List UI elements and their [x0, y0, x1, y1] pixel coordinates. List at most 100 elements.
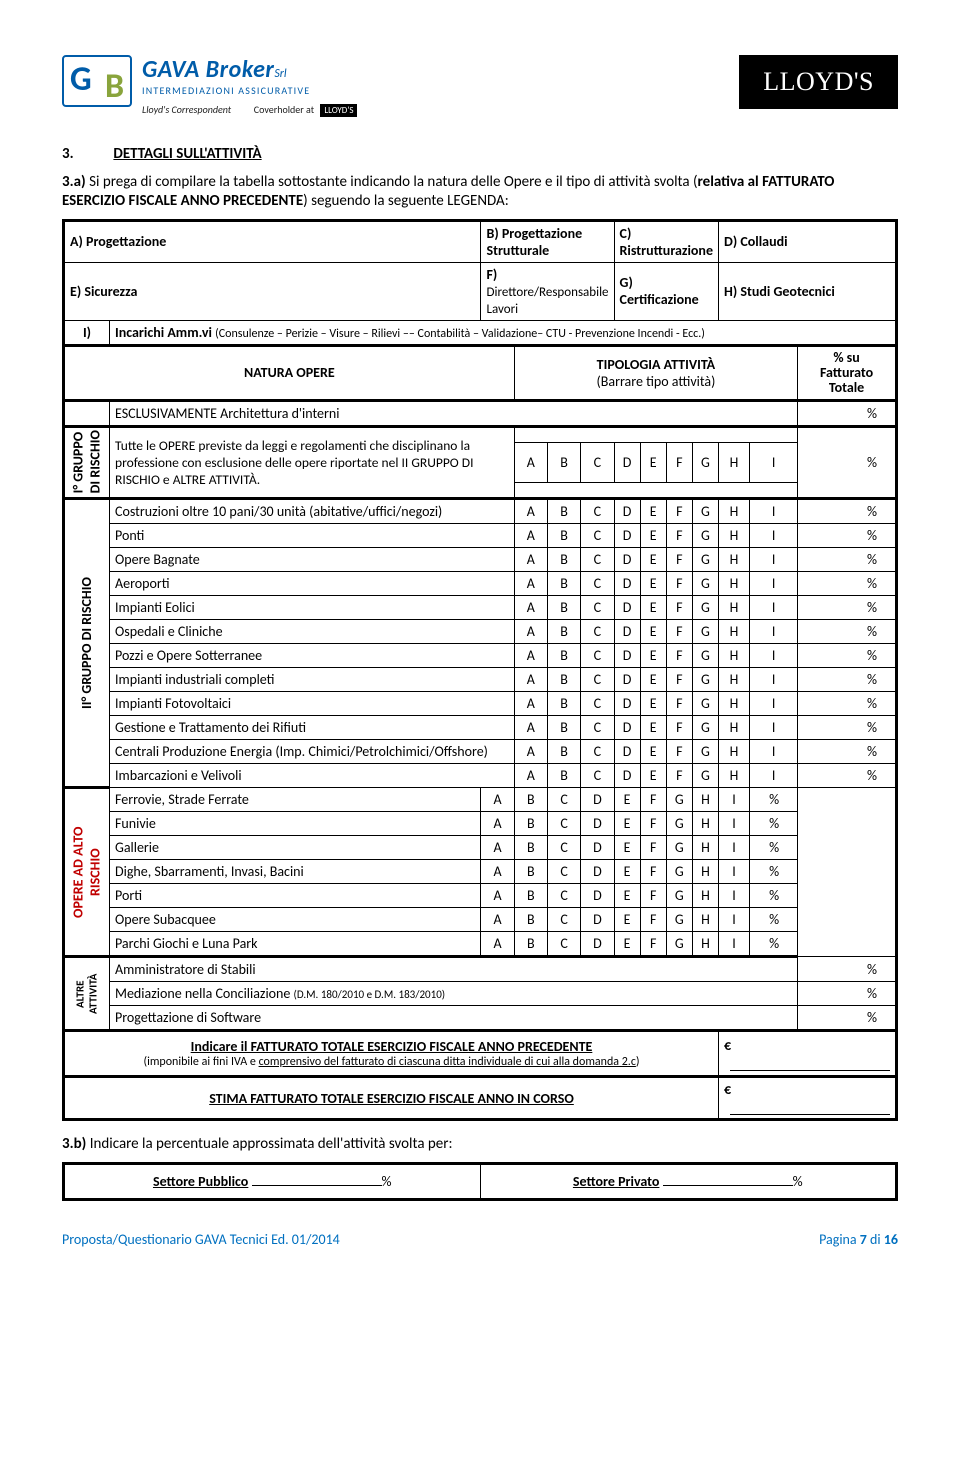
alto-2-act-F[interactable]: F: [640, 836, 666, 860]
g1-act-G[interactable]: G: [692, 442, 718, 482]
settore-pubblico[interactable]: Settore Pubblico %: [64, 1163, 481, 1199]
g2-5-act-B[interactable]: B: [547, 620, 580, 644]
pct-alto-0[interactable]: %: [750, 788, 798, 812]
alto-0-act-D[interactable]: D: [581, 788, 614, 812]
g2-6-act-B[interactable]: B: [547, 644, 580, 668]
g2-6-act-I[interactable]: I: [750, 644, 798, 668]
alto-5-act-D[interactable]: D: [581, 908, 614, 932]
alto-5-act-H[interactable]: H: [692, 908, 718, 932]
g2-0-act-D[interactable]: D: [614, 499, 640, 524]
g2-2-act-H[interactable]: H: [719, 548, 750, 572]
alto-0-act-E[interactable]: E: [614, 788, 640, 812]
g2-10-act-I[interactable]: I: [750, 740, 798, 764]
alto-3-act-B[interactable]: B: [514, 860, 547, 884]
g2-4-act-F[interactable]: F: [666, 596, 692, 620]
g2-6-act-A[interactable]: A: [514, 644, 547, 668]
g2-7-act-D[interactable]: D: [614, 668, 640, 692]
g2-5-act-D[interactable]: D: [614, 620, 640, 644]
alto-6-act-H[interactable]: H: [692, 932, 718, 957]
g2-11-act-C[interactable]: C: [581, 764, 614, 788]
g2-10-act-A[interactable]: A: [514, 740, 547, 764]
g1-act-H[interactable]: H: [719, 442, 750, 482]
alto-4-act-C[interactable]: C: [547, 884, 580, 908]
g2-1-act-E[interactable]: E: [640, 524, 666, 548]
pct-g2-3[interactable]: %: [798, 572, 897, 596]
alto-0-act-H[interactable]: H: [692, 788, 718, 812]
g2-5-act-G[interactable]: G: [692, 620, 718, 644]
alto-5-act-E[interactable]: E: [614, 908, 640, 932]
g2-11-act-H[interactable]: H: [719, 764, 750, 788]
g2-3-act-C[interactable]: C: [581, 572, 614, 596]
alto-6-act-C[interactable]: C: [547, 932, 580, 957]
alto-3-act-A[interactable]: A: [481, 860, 514, 884]
g2-11-act-B[interactable]: B: [547, 764, 580, 788]
g2-4-act-C[interactable]: C: [581, 596, 614, 620]
g2-9-act-B[interactable]: B: [547, 716, 580, 740]
g2-11-act-E[interactable]: E: [640, 764, 666, 788]
g2-4-act-B[interactable]: B: [547, 596, 580, 620]
pct-g2-9[interactable]: %: [798, 716, 897, 740]
alto-1-act-D[interactable]: D: [581, 812, 614, 836]
g2-5-act-E[interactable]: E: [640, 620, 666, 644]
alto-1-act-I[interactable]: I: [719, 812, 750, 836]
alto-1-act-E[interactable]: E: [614, 812, 640, 836]
g2-2-act-F[interactable]: F: [666, 548, 692, 572]
alto-2-act-E[interactable]: E: [614, 836, 640, 860]
g2-4-act-H[interactable]: H: [719, 596, 750, 620]
alto-0-act-G[interactable]: G: [666, 788, 692, 812]
alto-2-act-D[interactable]: D: [581, 836, 614, 860]
g2-9-act-A[interactable]: A: [514, 716, 547, 740]
alto-5-act-F[interactable]: F: [640, 908, 666, 932]
pct-altre-0[interactable]: %: [798, 957, 897, 982]
alto-3-act-C[interactable]: C: [547, 860, 580, 884]
g2-0-act-C[interactable]: C: [581, 499, 614, 524]
g2-5-act-I[interactable]: I: [750, 620, 798, 644]
g2-2-act-E[interactable]: E: [640, 548, 666, 572]
alto-4-act-A[interactable]: A: [481, 884, 514, 908]
g2-2-act-C[interactable]: C: [581, 548, 614, 572]
g2-3-act-H[interactable]: H: [719, 572, 750, 596]
pct-alto-4[interactable]: %: [750, 884, 798, 908]
g2-7-act-B[interactable]: B: [547, 668, 580, 692]
alto-0-act-B[interactable]: B: [514, 788, 547, 812]
g2-8-act-C[interactable]: C: [581, 692, 614, 716]
alto-1-act-C[interactable]: C: [547, 812, 580, 836]
pct-g1[interactable]: %: [798, 426, 897, 498]
alto-6-act-D[interactable]: D: [581, 932, 614, 957]
g2-11-act-F[interactable]: F: [666, 764, 692, 788]
g2-11-act-A[interactable]: A: [514, 764, 547, 788]
pct-g2-8[interactable]: %: [798, 692, 897, 716]
g2-9-act-G[interactable]: G: [692, 716, 718, 740]
g2-2-act-A[interactable]: A: [514, 548, 547, 572]
alto-5-act-A[interactable]: A: [481, 908, 514, 932]
alto-3-act-G[interactable]: G: [666, 860, 692, 884]
g2-9-act-H[interactable]: H: [719, 716, 750, 740]
g2-5-act-C[interactable]: C: [581, 620, 614, 644]
alto-3-act-H[interactable]: H: [692, 860, 718, 884]
g2-8-act-I[interactable]: I: [750, 692, 798, 716]
alto-3-act-I[interactable]: I: [719, 860, 750, 884]
g2-4-act-D[interactable]: D: [614, 596, 640, 620]
g1-act-B[interactable]: B: [547, 442, 580, 482]
g2-4-act-A[interactable]: A: [514, 596, 547, 620]
g2-2-act-G[interactable]: G: [692, 548, 718, 572]
g2-6-act-E[interactable]: E: [640, 644, 666, 668]
g2-1-act-H[interactable]: H: [719, 524, 750, 548]
alto-1-act-B[interactable]: B: [514, 812, 547, 836]
alto-4-act-D[interactable]: D: [581, 884, 614, 908]
g2-7-act-G[interactable]: G: [692, 668, 718, 692]
alto-0-act-F[interactable]: F: [640, 788, 666, 812]
g2-1-act-D[interactable]: D: [614, 524, 640, 548]
g2-0-act-A[interactable]: A: [514, 499, 547, 524]
alto-4-act-B[interactable]: B: [514, 884, 547, 908]
pct-alto-5[interactable]: %: [750, 908, 798, 932]
g2-1-act-C[interactable]: C: [581, 524, 614, 548]
pct-altre-2[interactable]: %: [798, 1006, 897, 1031]
g2-2-act-D[interactable]: D: [614, 548, 640, 572]
g2-6-act-F[interactable]: F: [666, 644, 692, 668]
alto-6-act-E[interactable]: E: [614, 932, 640, 957]
g2-11-act-G[interactable]: G: [692, 764, 718, 788]
alto-2-act-G[interactable]: G: [666, 836, 692, 860]
alto-4-act-I[interactable]: I: [719, 884, 750, 908]
g2-11-act-D[interactable]: D: [614, 764, 640, 788]
